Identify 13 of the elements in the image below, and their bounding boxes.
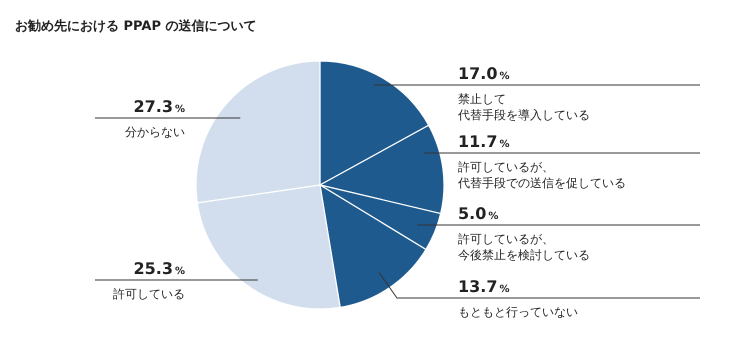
slice-label: 分からない: [125, 125, 185, 139]
slice-label: もともと行っていない: [458, 305, 578, 319]
slice-label: 許可している: [113, 287, 185, 301]
slice-label: 許可しているが、代替手段での送信を促している: [457, 160, 626, 190]
data-label: 25.3%: [133, 259, 185, 278]
data-label: 13.7%: [458, 277, 510, 296]
chart-title: お勧め先における PPAP の送信について: [15, 19, 257, 34]
data-label: 17.0%: [458, 64, 510, 83]
slice-label: 許可しているが、今後禁止を検討している: [458, 232, 590, 262]
data-label: 5.0%: [458, 204, 498, 223]
slice-label: 禁止して代替手段を導入している: [457, 92, 590, 122]
data-label: 27.3%: [133, 97, 185, 116]
data-label: 11.7%: [458, 132, 510, 151]
